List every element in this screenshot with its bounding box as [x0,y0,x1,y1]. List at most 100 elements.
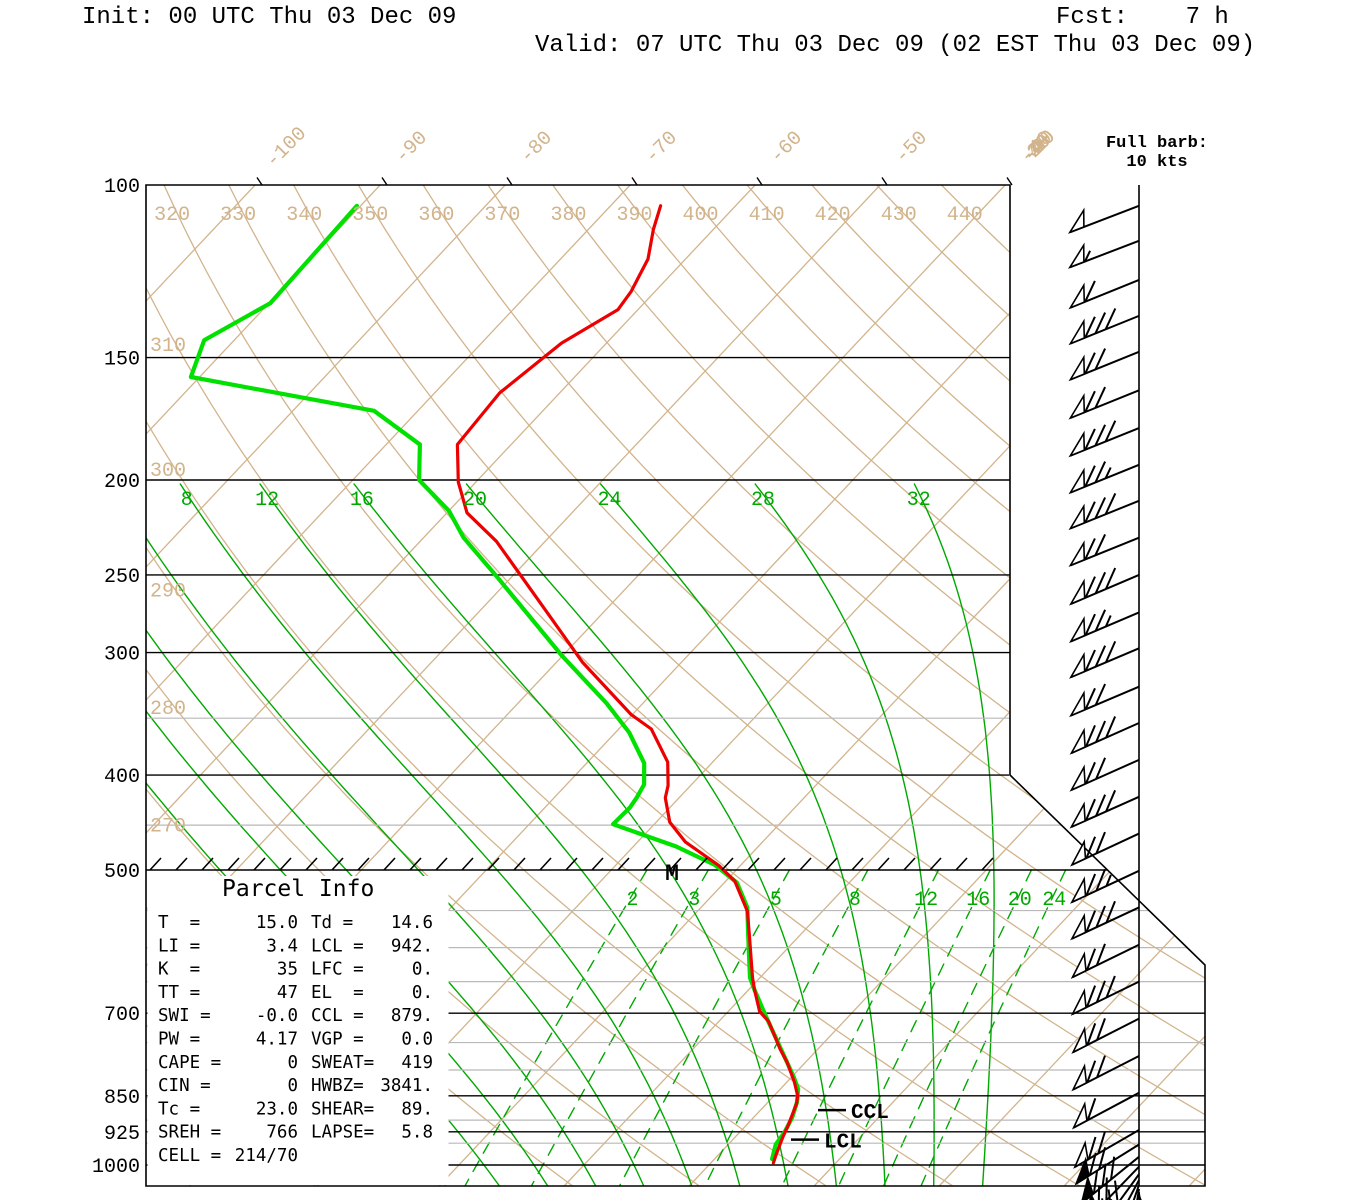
ccl-label: CCL [851,1102,889,1125]
parcel-row-label2: CCL = [311,1006,364,1026]
parcel-row-value2: 879. [391,1006,433,1026]
wind-barb [1068,533,1140,568]
parcel-row-value1: 23.0 [256,1099,298,1119]
moist-adiabat-line [146,483,645,1186]
wind-barb [1069,789,1140,829]
wind-barb [1068,461,1140,495]
dry-adiabat-left-label: 270 [150,815,186,838]
dry-adiabat-line [146,185,827,1186]
parcel-row-label2: LCL = [311,936,364,956]
parcel-row-label1: T = [158,913,200,933]
dry-adiabat-line [552,185,1205,1186]
wind-barb [1069,716,1140,755]
hatch-tick [149,857,162,871]
parcel-row-value2: 0.0 [401,1030,433,1050]
hatch-tick [643,857,656,871]
hatch-tick [929,857,942,871]
dry-adiabat-left-label: 310 [150,335,186,358]
dry-adiabat-line [616,185,1205,1186]
isotherm-line [813,185,1205,1186]
pressure-axis-label: 1000 [92,1156,140,1179]
moist-adiabat-line [754,483,935,1186]
isotherm-top-label: -60 [766,127,808,169]
dry-adiabat-line [228,185,1205,1186]
parcel-row-value2: 419 [401,1053,433,1073]
wind-barb [1071,1017,1140,1055]
pressure-axis-label: 300 [104,644,140,667]
parcel-row-label1: PW = [158,1030,200,1050]
wind-barb [1068,386,1140,420]
temperature-trace [455,204,800,1165]
hatch-tick [201,857,214,871]
parcel-row-label1: CIN = [158,1076,211,1096]
isotherm-top-label: -100 [262,123,312,173]
dry-adiabat-line [487,185,1205,1186]
dry-adiabat-line [163,185,1205,1186]
moist-adiabat-label: 16 [350,489,374,512]
wind-barb [1069,683,1140,718]
parcel-row-value1: 214/70 [235,1146,298,1166]
mixing-ratio-line [704,869,869,1186]
mixing-ratio-line [530,869,709,1186]
moist-adiabat-label: 24 [598,489,622,512]
parcel-row-label2: VGP = [311,1030,364,1050]
top-tick [1006,177,1013,186]
parcel-row-value2: 5.8 [401,1123,433,1143]
isotherm-line [438,185,1205,1186]
hatch-tick [357,857,370,871]
moist-adiabat-label: 28 [751,489,775,512]
wind-barb [1067,204,1140,234]
lcl-label: LCL [824,1132,862,1155]
moist-adiabat-line [146,483,549,1186]
dry-adiabat-left-label: 280 [150,698,186,721]
wind-barb [1070,975,1140,1016]
parcel-row-value2: 0. [412,960,433,980]
hatch-tick [721,857,734,871]
wind-barb [1089,1166,1140,1200]
dry-adiabat-top-label: 380 [550,204,586,227]
dry-adiabat-line [357,185,1205,1186]
parcel-row-label2: LFC = [311,960,364,980]
hatch-tick [513,857,526,871]
top-tick [256,177,263,186]
isotherm-top-label: -50 [891,127,933,169]
parcel-row-value1: 0 [287,1076,298,1096]
hatch-tick [435,857,448,871]
dry-adiabat-top-label: 390 [617,204,653,227]
mixing-ratio-line [618,869,791,1186]
isotherm-line [0,185,5,1186]
hatch-tick [981,857,994,871]
wind-barb [1070,900,1140,941]
barb-legend-line2: 10 kts [1126,153,1187,172]
plot-border [145,184,1206,1187]
dry-adiabat-top-label: 320 [154,204,190,227]
wind-barb [1074,1143,1140,1186]
parcel-row-label2: Td = [311,913,353,933]
moist-adiabat-line [465,483,838,1186]
mixing-ratio-label: 12 [914,889,938,912]
mixing-ratio-label: 16 [966,889,990,912]
pressure-axis-label: 850 [104,1087,140,1110]
dry-adiabat-left-label: 290 [150,580,186,603]
isotherm-line [146,185,631,1186]
moist-adiabat-label: 12 [255,489,279,512]
parcel-row-label1: Tc = [158,1099,200,1119]
parcel-row-label1: SWI = [158,1006,211,1026]
moist-adiabat-line [913,483,995,1186]
hatch-tick [877,857,890,871]
pressure-axis-label: 100 [104,176,140,199]
hatch-tick [305,857,318,871]
dry-adiabat-top-label: 410 [749,204,785,227]
dry-adiabat-line [681,185,1205,1186]
pressure-axis-label: 700 [104,1004,140,1027]
hatch-tick [617,857,630,871]
wind-barb [1068,279,1140,310]
parcel-row-value2: 0. [412,983,433,1003]
hatch-tick [331,857,344,871]
dry-adiabat-line [146,185,954,1186]
isotherm-line [146,185,881,1186]
wind-barb [1069,567,1140,606]
wind-barb [1071,1091,1140,1130]
